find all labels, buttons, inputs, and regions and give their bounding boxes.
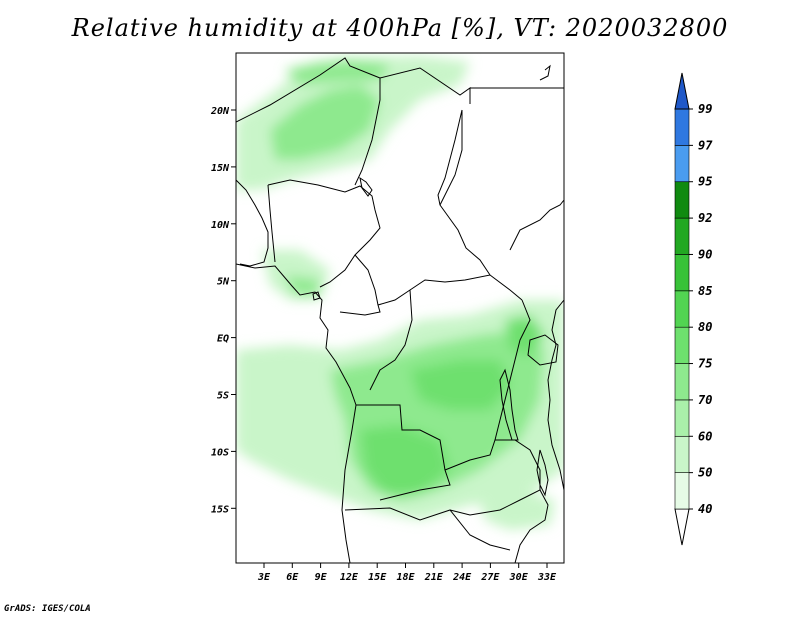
humidity-core-east: [505, 315, 545, 355]
colorbar-label: 95: [698, 175, 712, 189]
lon-label: 30E: [509, 572, 529, 583]
humidity-core-drc: [410, 360, 510, 410]
lat-label: 5N: [217, 277, 230, 288]
colorbar-label: 85: [698, 284, 712, 298]
humidity-core-angola: [360, 425, 450, 495]
colorbar-label: 97: [698, 138, 713, 152]
lake-tanganyika: [499, 368, 519, 441]
border-namibia-botswana: [344, 507, 511, 551]
lat-label: 15S: [211, 504, 229, 515]
lake-chad: [359, 176, 373, 197]
lon-label: 33E: [537, 572, 557, 583]
lon-label: 21E: [424, 572, 444, 583]
country-borders: [236, 57, 564, 563]
humidity-field: [236, 56, 564, 530]
lat-label: 20N: [210, 106, 230, 117]
border-car: [377, 274, 523, 306]
colorbar-box: [674, 181, 690, 219]
border-cameroon: [339, 254, 381, 316]
lat-label: EQ: [217, 334, 229, 345]
lake-victoria: [527, 334, 559, 366]
border-chad-sudan: [439, 110, 491, 276]
border-mozambique: [514, 489, 549, 563]
colorbar-low-triangle: [674, 508, 690, 546]
coastline-west: [236, 179, 357, 563]
colorbar-label: 60: [698, 429, 712, 443]
latitude-axis: 20N 15N 10N 5N EQ 5S 10S 15S: [210, 106, 236, 515]
humidity-core-north: [270, 85, 380, 160]
colorbar-box: [674, 217, 690, 255]
border-drc-north: [369, 289, 413, 391]
lon-label: 3E: [257, 572, 271, 583]
grads-credit: GrADS: IGES/COLA: [4, 604, 91, 614]
lat-label: 15N: [211, 163, 230, 174]
colorbar-box: [674, 108, 690, 146]
longitude-axis: 3E 6E 9E 12E 15E 18E 21E 24E 27E 30E 33E: [257, 563, 557, 583]
colorbar-box: [674, 326, 690, 364]
map-frame: [235, 52, 565, 564]
lon-label: 9E: [315, 572, 328, 583]
border-mali-niger: [236, 57, 381, 186]
lon-label: 27E: [480, 572, 500, 583]
colorbar-label: 90: [698, 247, 712, 261]
colorbar-box: [674, 472, 690, 510]
border-sudan: [509, 199, 564, 251]
humidity-patch-se: [480, 490, 555, 530]
colorbar-label: 70: [698, 393, 712, 407]
border-niger-chad: [379, 67, 471, 206]
map-title: Relative humidity at 400hPa [%], VT: 202…: [71, 14, 729, 42]
lat-label: 10S: [211, 447, 229, 458]
border-nigeria: [267, 179, 381, 288]
colorbar-box: [674, 435, 690, 473]
colorbar-box: [674, 145, 690, 183]
colorbar-box: [674, 254, 690, 292]
colorbar-label: 92: [698, 211, 712, 225]
colorbar-box: [674, 399, 690, 437]
lat-label: 10N: [211, 220, 230, 231]
humidity-core-north-top: [285, 60, 390, 85]
lake-malawi: [536, 449, 549, 497]
lat-label: 5S: [217, 391, 229, 402]
colorbar: 40 50 60 70 75 80 85 90 92 95 97 99: [674, 72, 713, 546]
coastline-east: [547, 299, 564, 491]
lon-label: 6E: [286, 572, 299, 583]
colorbar-label: 80: [698, 320, 712, 334]
lon-label: 24E: [452, 572, 472, 583]
lon-label: 18E: [396, 572, 415, 583]
red-sea-coast: [539, 64, 551, 81]
border-nigeria-benin: [267, 184, 276, 263]
border-drc-east: [494, 299, 531, 441]
colorbar-box: [674, 290, 690, 328]
colorbar-label: 75: [698, 357, 712, 371]
island-bioko: [312, 291, 321, 301]
colorbar-box: [674, 363, 690, 401]
lon-label: 15E: [368, 572, 387, 583]
colorbar-label: 40: [698, 502, 712, 516]
lon-label: 12E: [340, 572, 359, 583]
humidity-patch-guinea: [285, 275, 320, 295]
border-angola: [356, 404, 451, 501]
colorbar-label: 50: [698, 466, 712, 480]
colorbar-label: 99: [698, 102, 712, 116]
colorbar-high-triangle: [674, 72, 690, 110]
border-zambia: [444, 439, 541, 516]
